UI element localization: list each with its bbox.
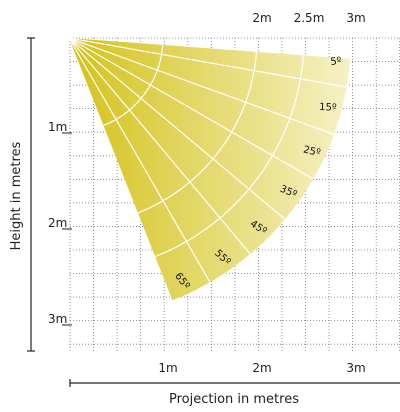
y-tick-1m: 1m	[48, 120, 67, 134]
top-tick-2-5m: 2.5m	[294, 11, 325, 25]
angle-label: 25º	[302, 144, 322, 159]
distance-arc	[137, 51, 258, 214]
angle-label: 15º	[319, 102, 337, 114]
x-axis-title: Projection in metres	[169, 392, 299, 407]
y-tick-3m: 3m	[48, 312, 67, 326]
x-tick-3m: 3m	[346, 361, 365, 375]
y-axis-title: Height in metres	[9, 141, 24, 250]
y-tick-2m: 2m	[48, 216, 67, 230]
top-tick-2m: 2m	[252, 11, 271, 25]
beam-fan-wedge	[69, 38, 351, 301]
angle-label: 5º	[330, 56, 343, 68]
distance-arcs	[103, 44, 304, 258]
x-tick-2m: 2m	[252, 361, 271, 375]
distance-arc	[103, 44, 164, 127]
top-tick-3m: 3m	[346, 11, 365, 25]
x-tick-1m: 1m	[158, 361, 177, 375]
distance-arc	[154, 55, 304, 258]
